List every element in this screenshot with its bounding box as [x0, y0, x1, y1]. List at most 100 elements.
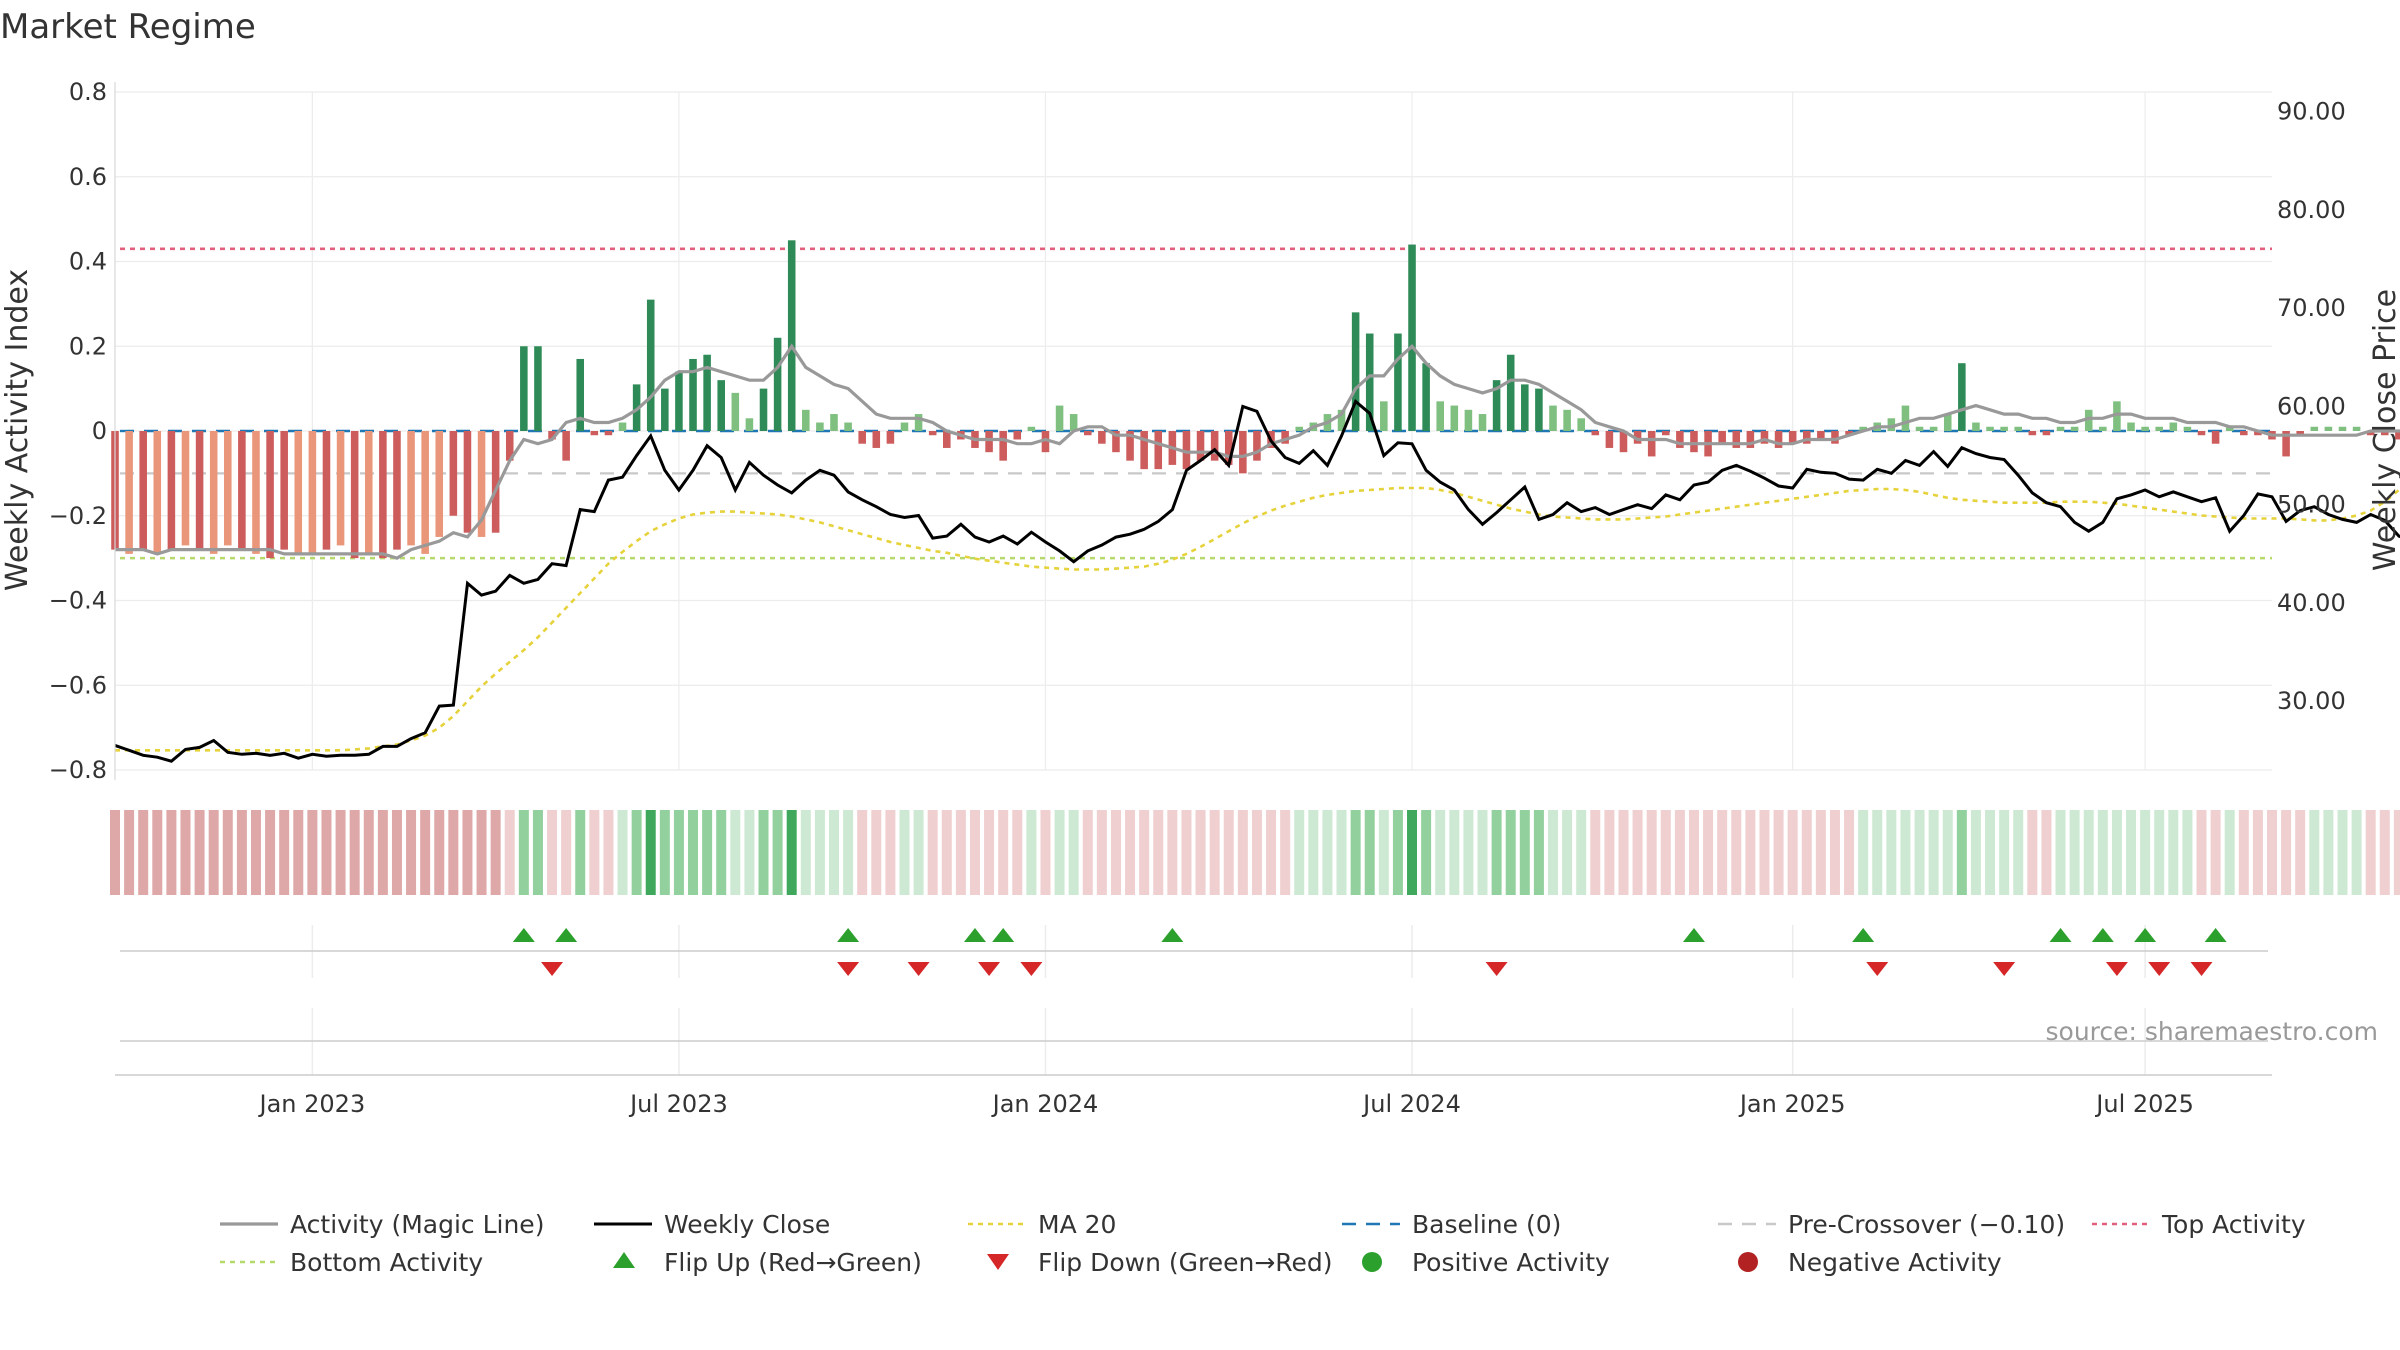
activity-bar	[985, 431, 993, 453]
regime-cell	[1590, 810, 1601, 895]
regime-cell	[1195, 810, 1206, 895]
activity-bar	[520, 346, 528, 431]
activity-bar	[2395, 431, 2400, 440]
activity-bar	[1760, 431, 1769, 444]
legend-item-flipup: Flip Up (Red→Green)	[613, 1248, 922, 1277]
activity-bar	[731, 392, 740, 431]
legend-item-pos: Positive Activity	[1362, 1248, 1610, 1277]
legend-label: MA 20	[1038, 1210, 1116, 1239]
regime-cell	[2379, 810, 2390, 895]
source-note: source: sharemaestro.com	[2046, 1017, 2379, 1046]
legend-label: Flip Up (Red→Green)	[664, 1248, 922, 1277]
activity-bar	[2127, 422, 2135, 431]
regime-cell	[1435, 810, 1446, 895]
regime-cell	[2027, 810, 2038, 895]
activity-bar	[1549, 405, 1557, 431]
regime-cell	[2083, 810, 2094, 895]
activity-bar	[999, 431, 1007, 461]
regime-cell	[1421, 810, 1432, 895]
activity-bar	[1972, 422, 1980, 431]
activity-bar	[2028, 431, 2037, 436]
legend-item-magic: Activity (Magic Line)	[220, 1210, 544, 1239]
activity-bar	[534, 346, 542, 431]
regime-cell	[969, 810, 980, 895]
activity-bar	[1351, 312, 1360, 431]
activity-bar	[2381, 431, 2389, 436]
activity-bar	[759, 388, 768, 431]
grid-layer	[115, 91, 2272, 1075]
regime-cell	[871, 810, 882, 895]
reference-lines	[120, 247, 2272, 560]
activity-bar	[717, 380, 725, 431]
flip-down-marker	[2190, 962, 2213, 976]
regime-cell	[1604, 810, 1615, 895]
regime-cell	[1956, 810, 1967, 895]
activity-bar	[125, 431, 133, 554]
activity-bar	[1605, 431, 1614, 448]
regime-cell	[758, 810, 769, 895]
regime-cell	[236, 810, 247, 895]
activity-bar	[1591, 431, 1600, 436]
regime-cell	[1900, 810, 1911, 895]
activity-bar	[2014, 426, 2023, 431]
regime-cell	[843, 810, 854, 895]
legend-item-close: Weekly Close	[594, 1210, 830, 1239]
regime-cell	[1844, 810, 1855, 895]
activity-bar	[2296, 431, 2304, 436]
regime-cell	[293, 810, 304, 895]
activity-dots-panel	[115, 1040, 2272, 1076]
regime-cell	[927, 810, 938, 895]
activity-bar	[689, 358, 697, 431]
regime-cell	[575, 810, 586, 895]
regime-cell	[1364, 810, 1375, 895]
regime-cell	[1815, 810, 1826, 895]
regime-cell	[2393, 810, 2400, 895]
activity-bar	[1239, 431, 1247, 474]
activity-bar	[1450, 405, 1459, 431]
regime-cell	[603, 810, 614, 895]
regime-cell	[1660, 810, 1671, 895]
legend-item-bottom: Bottom Activity	[220, 1248, 483, 1277]
regime-cell	[1576, 810, 1587, 895]
left-tick-label: −0.4	[49, 587, 107, 615]
regime-cell	[702, 810, 713, 895]
activity-bar	[322, 431, 331, 550]
regime-cell	[1505, 810, 1516, 895]
activity-bar	[153, 431, 162, 554]
regime-cell	[279, 810, 290, 895]
activity-bar	[308, 431, 317, 554]
activity-bar	[646, 299, 655, 431]
left-tick-label: 0.6	[69, 163, 107, 191]
regime-cell	[998, 810, 1009, 895]
activity-bar	[858, 431, 866, 444]
legend-label: Activity (Magic Line)	[290, 1210, 544, 1239]
regime-strip	[110, 810, 2400, 895]
legend-label: Positive Activity	[1412, 1248, 1610, 1277]
activity-bar	[1182, 431, 1191, 470]
activity-bar	[1112, 431, 1120, 453]
activity-bar	[280, 431, 288, 550]
regime-cell	[1336, 810, 1347, 895]
activity-bar	[336, 431, 345, 546]
regime-cell	[2041, 810, 2052, 895]
activity-bar	[1986, 426, 1994, 431]
regime-cell	[1096, 810, 1107, 895]
activity-bar	[661, 388, 669, 431]
activity-bar	[1958, 363, 1966, 431]
regime-cell	[2323, 810, 2334, 895]
regime-cell	[744, 810, 755, 895]
activity-bar	[943, 431, 951, 448]
flip-down-marker	[1020, 962, 1043, 976]
activity-bar	[1633, 431, 1642, 444]
activity-bar	[1506, 354, 1515, 431]
regime-cell	[2337, 810, 2348, 895]
flip-down-marker	[978, 962, 1001, 976]
activity-bar	[1154, 431, 1163, 470]
activity-bar	[1732, 431, 1741, 448]
regime-cell	[1519, 810, 1530, 895]
regime-cell	[800, 810, 811, 895]
magic-line	[115, 343, 2400, 560]
activity-bar	[886, 431, 895, 444]
activity-bar	[703, 354, 711, 431]
flip-up-marker	[1682, 928, 1705, 942]
